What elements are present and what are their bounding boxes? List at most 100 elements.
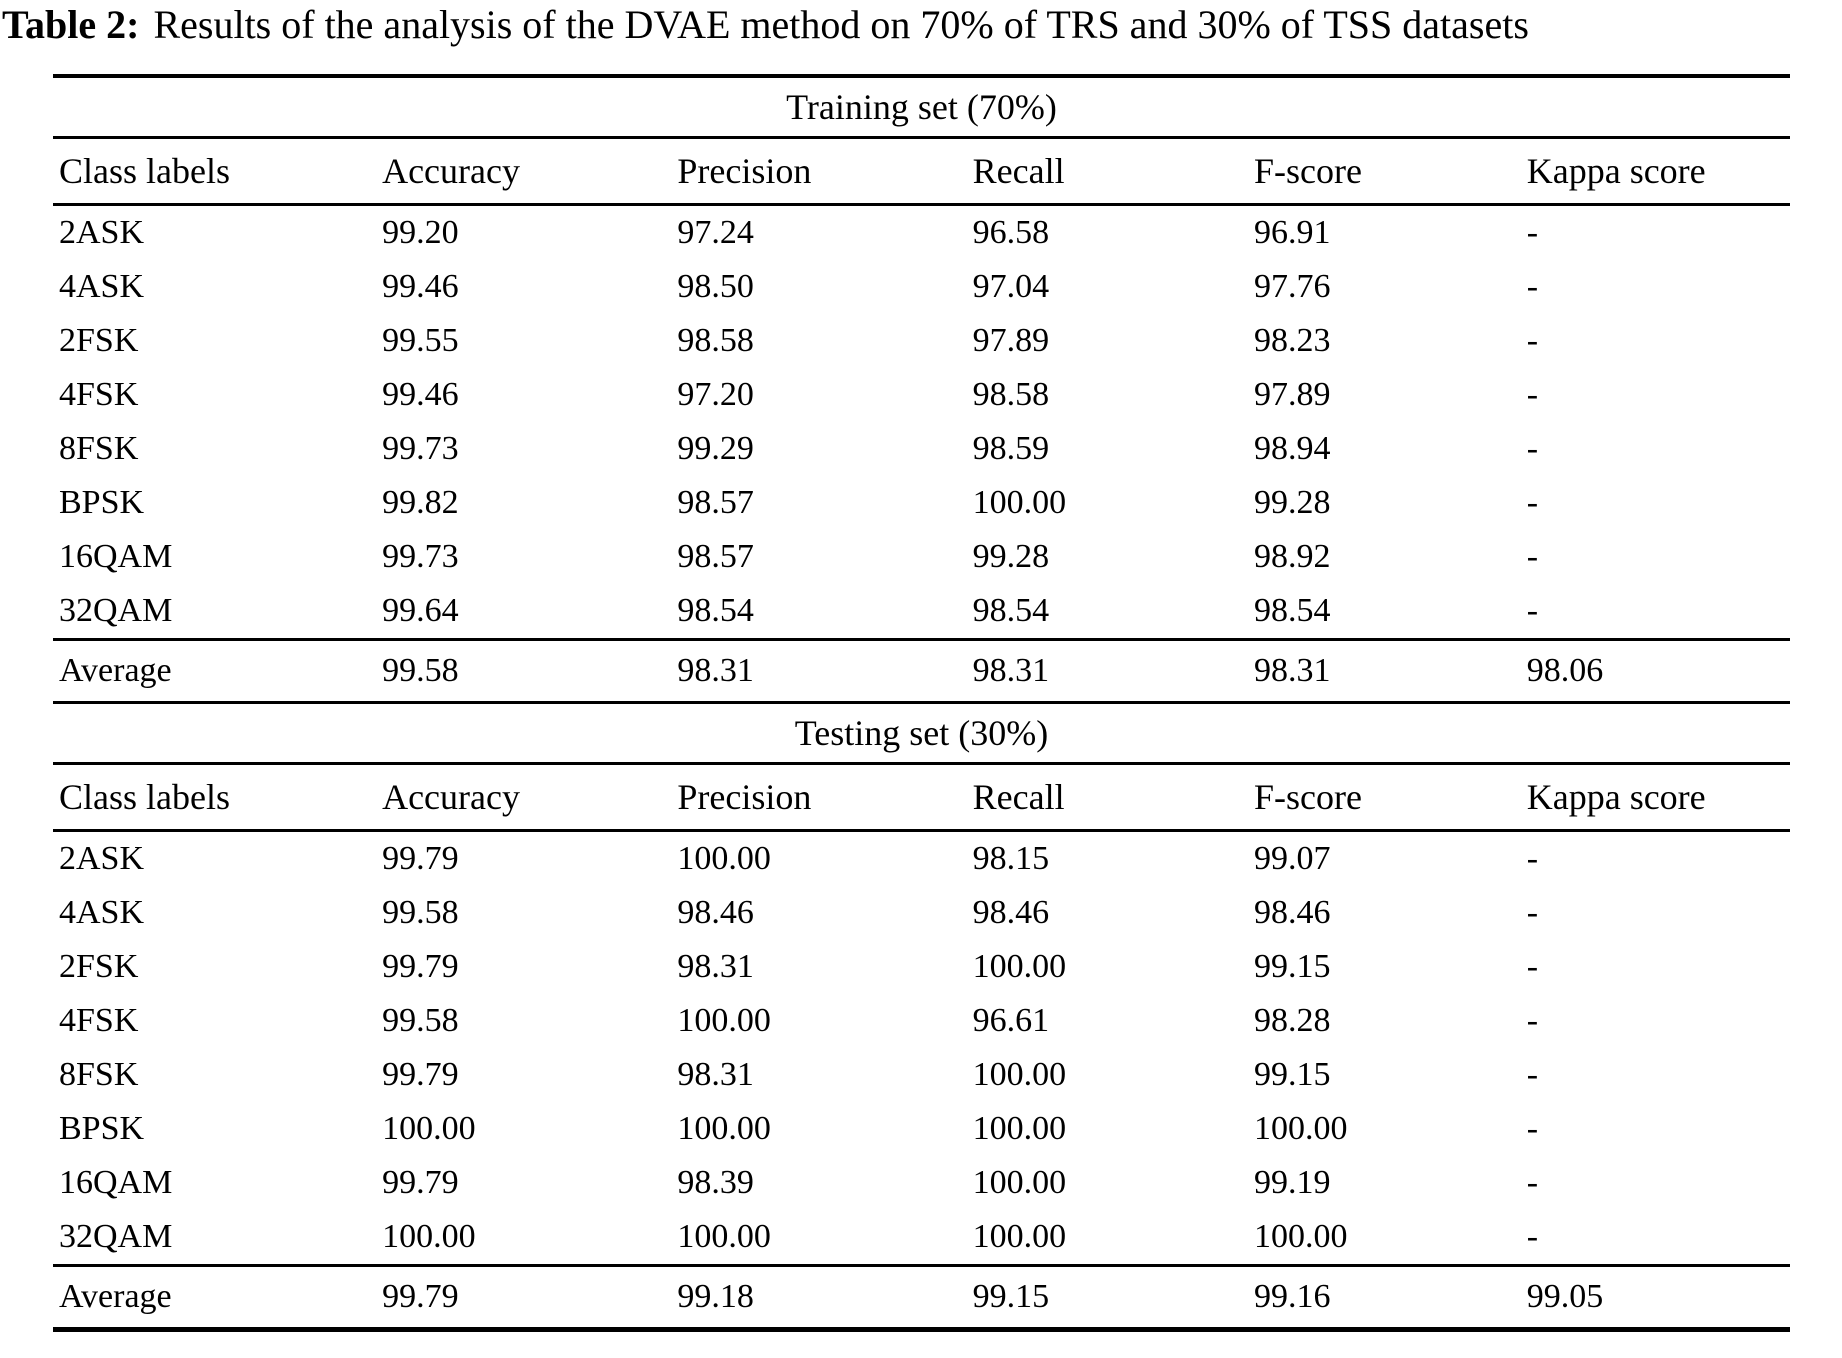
column-header-training-0: Class labels <box>53 137 377 206</box>
value-cell: 100.00 <box>1254 1110 1348 1147</box>
value-cell: 98.54 <box>972 592 1050 629</box>
value-cell: - <box>1526 268 1539 305</box>
value-cell: 99.64 <box>382 592 459 629</box>
table-row-training-16qam: 16QAM 99.73 98.57 99.28 98.92 - <box>53 530 1790 584</box>
class-label-cell: 2ASK <box>59 840 145 877</box>
value-cell: - <box>1526 1164 1539 1201</box>
value-cell: 99.15 <box>1254 1056 1331 1093</box>
value-cell: 99.19 <box>1254 1164 1331 1201</box>
table-row-training-2ask: 2ASK 99.20 97.24 96.58 96.91 - <box>53 205 1790 261</box>
class-label-cell: 32QAM <box>59 592 173 629</box>
value-cell: - <box>1526 592 1539 629</box>
value-cell: 99.79 <box>382 840 459 877</box>
table-row-training-2fsk: 2FSK 99.55 98.58 97.89 98.23 - <box>53 314 1790 368</box>
value-cell: 99.79 <box>382 1056 459 1093</box>
table-row-training-32qam: 32QAM 99.64 98.54 98.54 98.54 - <box>53 584 1790 640</box>
value-cell: 100.00 <box>677 1002 771 1039</box>
value-cell: - <box>1526 430 1539 467</box>
average-value-cell: 99.05 <box>1520 1264 1790 1330</box>
value-cell: 100.00 <box>972 484 1067 521</box>
value-cell: 99.29 <box>677 430 754 467</box>
value-cell: - <box>1526 1056 1539 1093</box>
value-cell: 100.00 <box>677 840 771 877</box>
value-cell: 100.00 <box>972 1164 1067 1201</box>
value-cell: 100.00 <box>1254 1218 1348 1255</box>
value-cell: 100.00 <box>677 1110 771 1147</box>
value-cell: - <box>1526 840 1539 877</box>
value-cell: - <box>1526 376 1539 413</box>
average-value-cell: 98.31 <box>966 638 1249 704</box>
table-caption-text: Results of the analysis of the DVAE meth… <box>153 2 1529 47</box>
average-value-cell: 98.06 <box>1520 638 1790 704</box>
value-cell: 96.58 <box>972 214 1050 251</box>
value-cell: 97.76 <box>1254 268 1331 305</box>
class-label-cell: 4ASK <box>59 268 145 305</box>
value-cell: 98.31 <box>677 1056 754 1093</box>
average-label-cell: Average <box>53 1264 377 1330</box>
value-cell: 98.92 <box>1254 538 1331 575</box>
class-label-cell: BPSK <box>59 1110 145 1147</box>
average-value-cell: 99.79 <box>376 1264 672 1330</box>
class-label-cell: 32QAM <box>59 1218 173 1255</box>
column-header-testing-3: Recall <box>966 763 1249 832</box>
value-cell: - <box>1526 948 1539 985</box>
class-label-cell: 4FSK <box>59 1002 139 1039</box>
value-cell: 99.79 <box>382 948 459 985</box>
average-row-testing: Average 99.79 99.18 99.15 99.16 99.05 <box>53 1264 1790 1330</box>
column-header-training-5: Kappa score <box>1520 137 1790 206</box>
value-cell: 99.07 <box>1254 840 1331 877</box>
value-cell: 98.28 <box>1254 1002 1331 1039</box>
column-header-training-1: Accuracy <box>376 137 672 206</box>
table-row-testing-bpsk: BPSK 100.00 100.00 100.00 100.00 - <box>53 1102 1790 1156</box>
value-cell: 99.28 <box>1254 484 1331 521</box>
value-cell: 99.28 <box>972 538 1050 575</box>
section-heading-training: Training set (70%) <box>53 76 1790 139</box>
value-cell: - <box>1526 484 1539 521</box>
value-cell: 100.00 <box>972 1218 1067 1255</box>
value-cell: 98.54 <box>1254 592 1331 629</box>
section-heading-row-training: Training set (70%) <box>53 76 1790 139</box>
section-heading-row-testing: Testing set (30%) <box>53 702 1790 765</box>
value-cell: 99.15 <box>1254 948 1331 985</box>
class-label-cell: 16QAM <box>59 538 173 575</box>
value-cell: 99.58 <box>382 894 459 931</box>
value-cell: 100.00 <box>382 1218 476 1255</box>
class-label-cell: 16QAM <box>59 1164 173 1201</box>
value-cell: 98.46 <box>972 894 1050 931</box>
average-row-training: Average 99.58 98.31 98.31 98.31 98.06 <box>53 638 1790 704</box>
value-cell: 99.73 <box>382 430 459 467</box>
value-cell: - <box>1526 538 1539 575</box>
column-header-row-testing: Class labels Accuracy Precision Recall F-sco… <box>53 763 1790 832</box>
value-cell: 99.79 <box>382 1164 459 1201</box>
average-value-cell: 98.31 <box>1248 638 1521 704</box>
value-cell: 97.24 <box>677 214 754 251</box>
average-value-cell: 99.58 <box>376 638 672 704</box>
table-row-testing-4ask: 4ASK 99.58 98.46 98.46 98.46 - <box>53 886 1790 940</box>
column-header-row-training: Class labels Accuracy Precision Recall F-sco… <box>53 137 1790 206</box>
value-cell: 98.57 <box>677 484 754 521</box>
class-label-cell: 4FSK <box>59 376 139 413</box>
value-cell: 98.15 <box>972 840 1050 877</box>
table-caption: Table 2: Results of the analysis of the D… <box>0 0 1842 48</box>
value-cell: - <box>1526 1110 1539 1147</box>
value-cell: 99.55 <box>382 322 459 359</box>
table-row-testing-2ask: 2ASK 99.79 100.00 98.15 99.07 - <box>53 831 1790 887</box>
column-header-training-2: Precision <box>671 137 967 206</box>
average-value-cell: 99.16 <box>1248 1264 1521 1330</box>
column-header-testing-1: Accuracy <box>376 763 672 832</box>
class-label-cell: 8FSK <box>59 430 139 467</box>
value-cell: 98.31 <box>677 948 754 985</box>
value-cell: 100.00 <box>972 948 1067 985</box>
column-header-testing-5: Kappa score <box>1520 763 1790 832</box>
value-cell: 98.23 <box>1254 322 1331 359</box>
class-label-cell: 4ASK <box>59 894 145 931</box>
class-label-cell: 8FSK <box>59 1056 139 1093</box>
section-heading-testing: Testing set (30%) <box>53 702 1790 765</box>
column-header-testing-4: F-score <box>1248 763 1521 832</box>
value-cell: 98.59 <box>972 430 1050 467</box>
column-header-training-3: Recall <box>966 137 1249 206</box>
value-cell: 97.89 <box>1254 376 1331 413</box>
value-cell: 98.50 <box>677 268 754 305</box>
average-value-cell: 99.18 <box>671 1264 967 1330</box>
